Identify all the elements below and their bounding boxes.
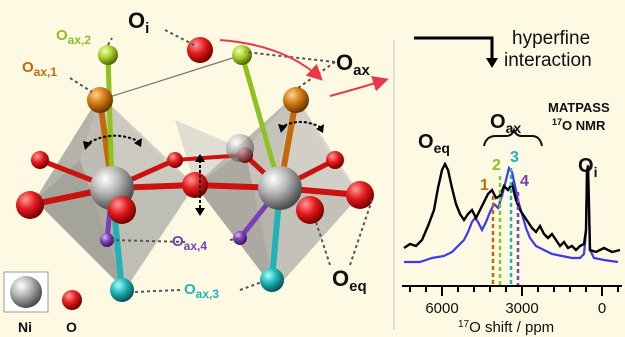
structure-panel: Oi Oax Oax,2 Oax,1 Oax,4 Oax,3 Oeq Ni O	[3, 8, 389, 335]
oax1-atom-left	[87, 87, 113, 113]
spectrum-black	[403, 161, 621, 254]
vibration-arrows	[84, 121, 323, 210]
tick-label-3000: 3000	[505, 300, 538, 317]
hyperfine-text-1: hyperfine	[512, 28, 590, 49]
oax2-atom-right	[232, 45, 252, 65]
peak-label-oax: Oax	[490, 111, 521, 136]
migration-arrow	[219, 39, 323, 81]
oax4-atom-right	[233, 231, 247, 245]
legend-ni-icon	[10, 276, 42, 308]
oax3-atom-right	[260, 268, 284, 292]
shared-face	[175, 120, 245, 185]
hyperfine-arrowhead	[486, 58, 498, 68]
vibration-arrowheads	[83, 124, 324, 216]
pointer-arrow	[329, 76, 389, 97]
oxygen-atom	[108, 196, 136, 224]
leader-lines	[69, 29, 373, 293]
atom-legend: Ni O	[3, 271, 82, 335]
peak-label-oeq: Oeq	[418, 131, 450, 156]
method-text-2: 17O NMR	[552, 117, 606, 133]
oxygen-atom	[296, 196, 324, 224]
peak-label-oi: Oi	[578, 155, 597, 180]
ni-atom-right	[258, 166, 302, 210]
oxygen-atom	[16, 191, 44, 219]
oxygen-atom	[167, 152, 183, 168]
tick-label-0: 0	[598, 300, 606, 317]
oxygen-atom	[346, 181, 374, 209]
oax1-atom-right	[283, 87, 309, 113]
oxygen-atom	[326, 151, 344, 169]
x-axis-label: 17O shift / ppm	[458, 319, 554, 336]
site-label-3: 3	[510, 149, 519, 166]
x-axis	[402, 285, 622, 296]
ni-atom-back	[226, 134, 254, 162]
legend-o-label: O	[66, 319, 77, 335]
label-oax3: Oax,3	[184, 281, 219, 301]
label-oax2: Oax,2	[56, 27, 91, 47]
oi-atom	[187, 37, 213, 63]
label-oi: Oi	[128, 8, 149, 37]
oax-brace	[483, 126, 543, 147]
legend-ni-label: Ni	[18, 319, 32, 335]
label-oax4: Oax,4	[172, 233, 207, 253]
oax3-atom-left	[110, 278, 134, 302]
nmr-panel: hyperfine interaction MATPASS 17O NMR Oe…	[402, 28, 622, 336]
site-label-2: 2	[492, 157, 501, 174]
label-oax1: Oax,1	[22, 59, 57, 79]
site-label-1: 1	[480, 177, 489, 194]
hyperfine-text-2: interaction	[504, 50, 592, 71]
tick-label-6000: 6000	[425, 300, 458, 317]
oxygen-atom-bridging	[182, 172, 208, 198]
oax4-atom-left	[100, 233, 114, 247]
hyperfine-arrow	[414, 36, 494, 62]
oax2-atom-left	[98, 45, 118, 65]
label-oax: Oax	[336, 50, 370, 79]
legend-o-icon	[62, 290, 82, 310]
oxygen-atom	[31, 151, 49, 169]
label-oeq: Oeq	[332, 266, 367, 295]
method-text-1: MATPASS	[548, 100, 610, 115]
site-label-4: 4	[520, 173, 529, 190]
